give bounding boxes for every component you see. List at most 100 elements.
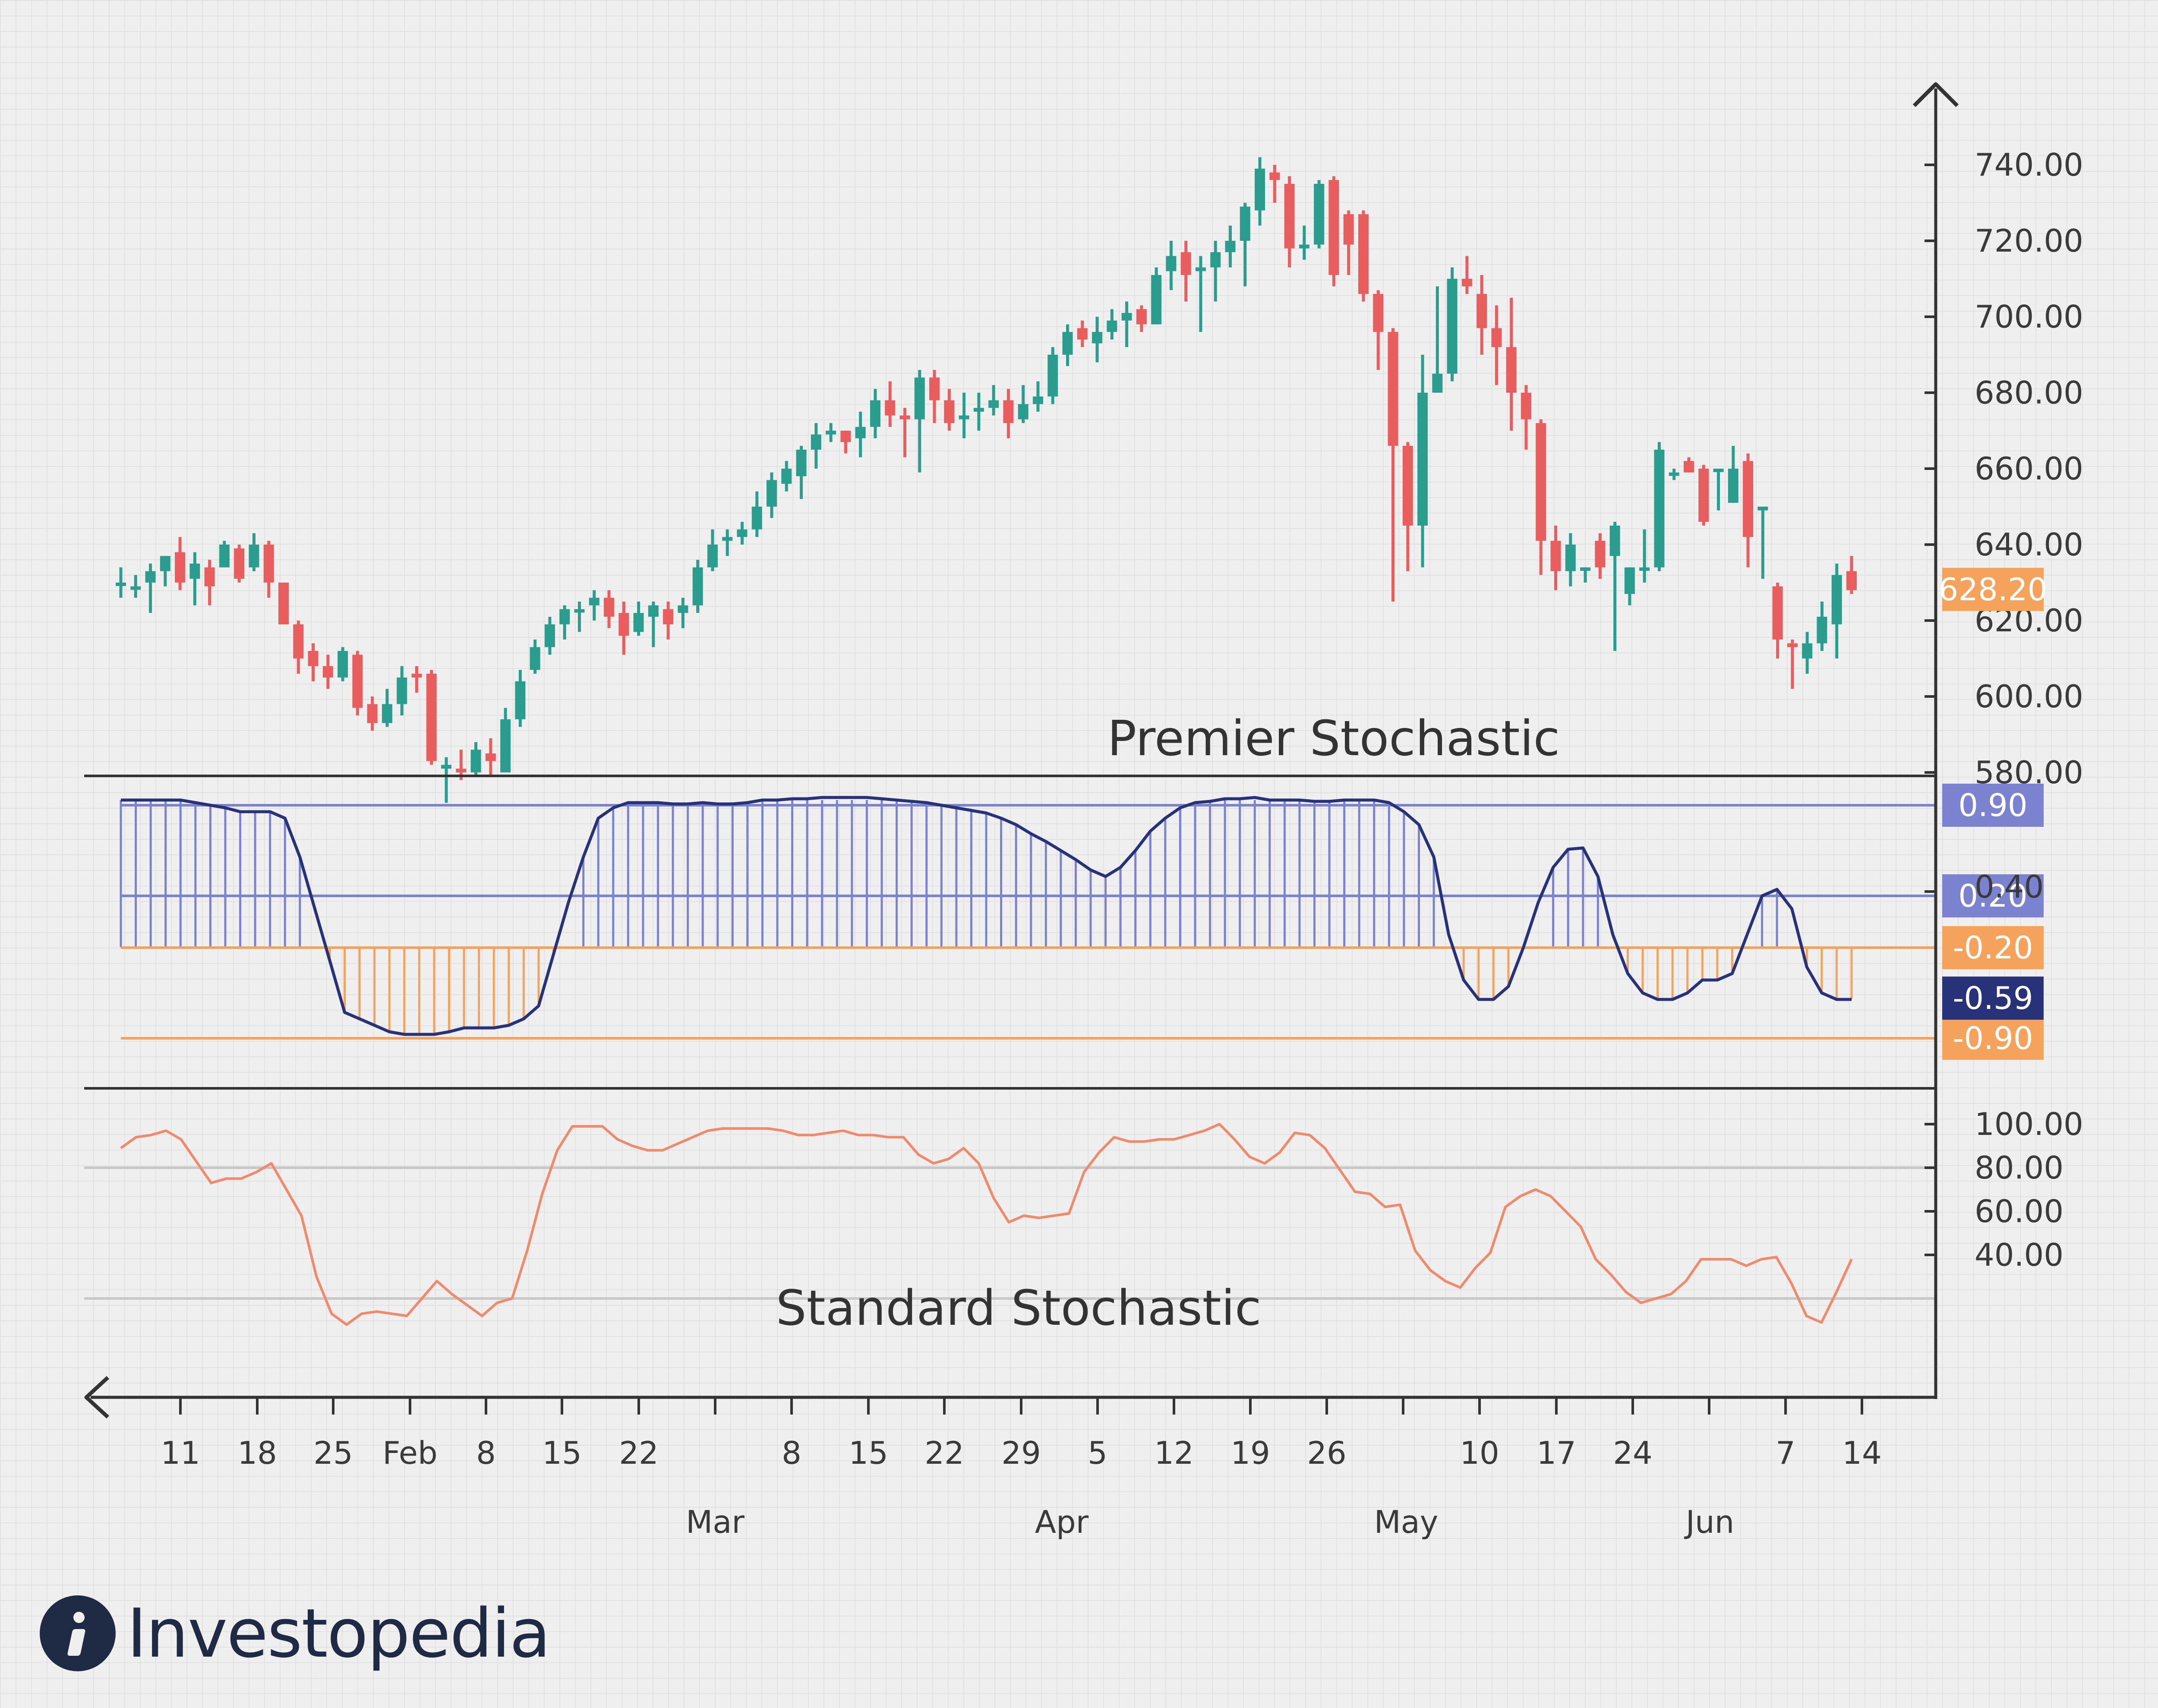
x-tick-label: 15 [849, 1435, 888, 1471]
x-tick-label: Feb [382, 1435, 437, 1471]
x-tick-label: 8 [476, 1435, 496, 1471]
candle-body [263, 545, 274, 583]
candle-body [1032, 396, 1043, 404]
candle-body [737, 529, 748, 537]
x-tick-label: 7 [1776, 1435, 1795, 1471]
candle-body [544, 624, 555, 647]
candle-body [411, 674, 422, 678]
standard-stochastic-title: Standard Stochastic [776, 1280, 1262, 1336]
candle-body [338, 651, 348, 678]
candle-body [1772, 586, 1783, 640]
candle-body [1417, 393, 1428, 526]
candle-body [456, 769, 467, 772]
candle-body [885, 400, 896, 416]
candle-body [692, 567, 703, 605]
candle-body [500, 719, 511, 772]
candle-body [367, 704, 378, 723]
candle-body [470, 750, 481, 772]
standard-stochastic-panel [84, 1123, 1936, 1326]
last-price-tag [1942, 567, 2044, 611]
candle-body [249, 545, 259, 567]
candle-body [1047, 355, 1058, 397]
candle-body [1683, 461, 1694, 473]
candle-body [1121, 313, 1132, 321]
x-tick-label: 11 [161, 1435, 200, 1471]
month-label: Jun [1684, 1504, 1735, 1540]
x-tick-label: 5 [1088, 1435, 1107, 1471]
candle-body [988, 400, 999, 408]
premier-level-label: 0.90 [1958, 787, 2027, 823]
candle-body [1432, 374, 1443, 393]
candle-body [1284, 184, 1295, 249]
premier-level-tag [1942, 926, 2044, 969]
candle-body [1565, 545, 1576, 571]
standard-tick-label: 100.00 [1975, 1106, 2083, 1142]
candle-body [1225, 241, 1236, 252]
month-label: Apr [1035, 1504, 1089, 1540]
x-tick-label: 8 [782, 1435, 801, 1471]
candle-body [1624, 567, 1635, 594]
candle-body [589, 598, 599, 605]
candle-body [722, 537, 733, 541]
month-label: Mar [686, 1504, 745, 1540]
candle-body [574, 609, 585, 613]
candle-body [1521, 393, 1531, 419]
candle-body [160, 556, 170, 571]
candle-body [781, 469, 792, 484]
candle-body [1580, 567, 1591, 571]
x-tick-label: 17 [1536, 1435, 1576, 1471]
candle-body [1269, 172, 1280, 180]
premier-stochastic-line [121, 796, 1852, 1036]
candle-body [1107, 320, 1117, 332]
premier-stochastic-title: Premier Stochastic [1107, 711, 1560, 767]
candle-body [959, 415, 969, 419]
x-tick-label: 26 [1307, 1435, 1347, 1471]
axes: 740.00720.00700.00680.00660.00640.00620.… [84, 82, 2083, 1540]
candle-body [145, 571, 156, 583]
premier-last-value-tag [1942, 977, 2044, 1020]
price-tick-label: 680.00 [1975, 375, 2083, 411]
candle-body [1536, 423, 1546, 541]
standard-tick-label: 80.00 [1975, 1150, 2063, 1186]
candle-body [204, 567, 215, 586]
candle-body [767, 480, 777, 507]
candle-body [840, 431, 851, 442]
candle-body [1491, 328, 1502, 347]
candle-body [1713, 469, 1724, 472]
x-tick-label: 18 [237, 1435, 277, 1471]
premier-level-label: 0.20 [1958, 878, 2027, 914]
candle-body [1314, 184, 1325, 245]
price-tick-label: 660.00 [1975, 451, 2083, 487]
candle-body [1240, 206, 1250, 241]
candle-body [293, 624, 304, 659]
brand-name: Investopedia [127, 1594, 551, 1673]
candle-body [116, 583, 126, 586]
candle-body [870, 400, 880, 427]
candle-body [1077, 328, 1088, 340]
candle-body [648, 605, 659, 617]
x-tick-label: 22 [924, 1435, 964, 1471]
candle-body [1550, 541, 1561, 571]
candle-body [189, 564, 200, 579]
price-tick-label: 700.00 [1975, 299, 2083, 335]
candle-body [1343, 214, 1354, 245]
price-tick-label: 640.00 [1975, 526, 2083, 563]
standard-tick-label: 60.00 [1975, 1193, 2063, 1229]
candle-body [811, 434, 821, 450]
candle-body [1136, 309, 1147, 325]
candle-body [1846, 571, 1857, 590]
premier-level-label: -0.20 [1953, 930, 2033, 966]
x-tick-label: 29 [1001, 1435, 1041, 1471]
candle-body [1255, 168, 1265, 211]
candle-body [1180, 252, 1191, 275]
candle-body [175, 552, 186, 583]
candle-body [855, 427, 866, 438]
candle-body [1388, 332, 1398, 446]
standard-tick-label: 40.00 [1975, 1237, 2063, 1273]
candle-body [1461, 279, 1472, 287]
candle-body [1447, 279, 1458, 374]
x-tick-label: 10 [1460, 1435, 1499, 1471]
candle-body [1166, 256, 1177, 271]
premier-stochastic-panel [120, 796, 1936, 1040]
